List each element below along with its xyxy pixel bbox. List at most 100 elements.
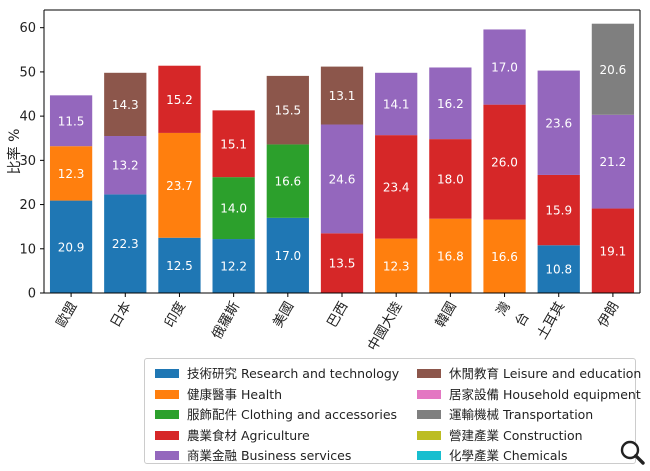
data-label: 16.8 [437,249,464,263]
data-label: 14.1 [383,97,410,111]
data-label: 20.6 [600,63,627,77]
bar-segment [212,177,255,240]
data-label: 12.2 [220,260,247,274]
bar-segment [429,139,472,219]
bar-segment [49,200,93,293]
y-tick-label: 0 [28,287,36,302]
data-label: 14.3 [112,98,139,112]
y-axis-label: 比率 % [6,129,23,175]
data-label: 24.6 [329,172,356,186]
bar-segment [537,70,580,175]
bar-segment [266,75,309,145]
bar-segment [104,136,147,195]
legend-item: 居家設備 Household equipment [417,387,641,403]
bar-segment [429,67,472,140]
data-label: 13.2 [112,159,139,173]
legend-swatch [417,430,441,440]
data-label: 12.3 [383,259,410,273]
legend-swatch [417,389,441,399]
data-label: 12.5 [166,259,193,273]
legend-label: 商業金融 Business services [187,448,352,463]
bar-segment [158,237,201,293]
x-tick-label: 歐盟 [53,299,80,330]
data-label: 17.0 [491,61,518,75]
legend-swatch [155,430,179,440]
legend-item: 健康醫事 Health [155,387,282,403]
legend-item: 營建產業 Construction [417,428,583,444]
x-tick-label: 印度 [162,299,189,330]
bar-segment [104,72,147,137]
chart-legend: 技術研究 Research and technology 健康醫事 Health 服… [144,358,641,464]
data-label: 15.5 [274,104,301,118]
magnifier-icon[interactable] [619,439,645,465]
x-tick-label: 伊朗 [595,299,622,330]
bar-segment [591,114,635,209]
data-label: 17.0 [274,249,301,263]
data-label: 23.6 [545,116,572,130]
x-tick-label: 巴西 [324,299,351,330]
stacked-bar-chart: 20.9 12.3 11.5 22.3 13.2 14.3 12.5 23.7 15.2 12.2… [6,9,641,354]
bar-segment [429,218,472,293]
x-tick-label: 俄羅斯 [209,299,243,342]
bar-segment [212,110,255,178]
data-label: 14.0 [220,202,247,216]
data-label: 13.1 [329,89,356,103]
x-tick-label: 韓國 [432,299,459,330]
bar-segment [591,23,635,115]
bar-segment [483,219,526,293]
legend-item: 運輸機械 Transportation [417,407,593,423]
y-tick-label: 10 [19,242,36,257]
data-label: 10.8 [545,263,572,277]
y-tick-label: 50 [19,65,36,80]
data-label: 16.2 [437,97,464,111]
data-label: 19.1 [600,244,627,258]
data-label: 13.5 [329,257,356,271]
x-tick-label: 土耳其 [534,299,568,342]
legend-label: 居家設備 Household equipment [449,386,641,402]
data-label: 15.9 [545,204,572,218]
data-label: 20.9 [58,240,85,254]
x-tick-label: 美國 [270,299,297,330]
data-label: 12.3 [58,167,85,181]
legend-label: 化學產業 Chemicals [449,448,568,463]
legend-swatch [417,369,441,378]
bar-segment [320,124,364,234]
bar-segment [537,174,580,246]
legend-swatch [417,451,441,460]
bar-segment [266,144,309,218]
y-tick-label: 30 [19,154,36,169]
legend-label: 營建產業 Construction [449,427,583,443]
bar-segment [158,65,201,133]
legend-swatch [155,451,179,460]
legend-item: 技術研究 Research and technology [155,366,399,382]
data-label: 23.4 [383,180,410,194]
legend-label: 健康醫事 Health [187,386,283,402]
bar-segment [483,29,526,105]
bar-segment [49,95,93,147]
legend-label: 服飾配件 Clothing and accessories [187,407,398,422]
x-tick-label: 灣台 [493,299,532,329]
legend-swatch [155,369,179,378]
legend-swatch [417,410,441,419]
x-tick-label: 中國大陸 [365,299,406,354]
data-label: 18.0 [437,172,464,186]
legend-item: 商業金融 Business services [155,448,351,464]
legend-label: 運輸機械 Transportation [449,407,594,422]
bar-segment [266,217,309,293]
data-label: 16.6 [491,250,518,264]
bar-segment [104,194,147,293]
legend-label: 休閒教育 Leisure and education [449,366,642,381]
bar-segment [320,66,364,125]
legend-item: 服飾配件 Clothing and accessories [155,407,397,423]
bar-segment [591,208,635,293]
bar-segment [375,135,418,239]
data-label: 11.5 [58,114,85,128]
y-tick-label: 60 [19,21,36,36]
legend-swatch [155,410,179,419]
bar-segment [320,233,364,293]
bar-segment [158,132,201,238]
data-label: 26.0 [491,156,518,170]
data-label: 21.2 [600,155,627,169]
legend-item: 化學產業 Chemicals [417,448,567,464]
legend-label: 技術研究 Research and technology [187,366,400,381]
